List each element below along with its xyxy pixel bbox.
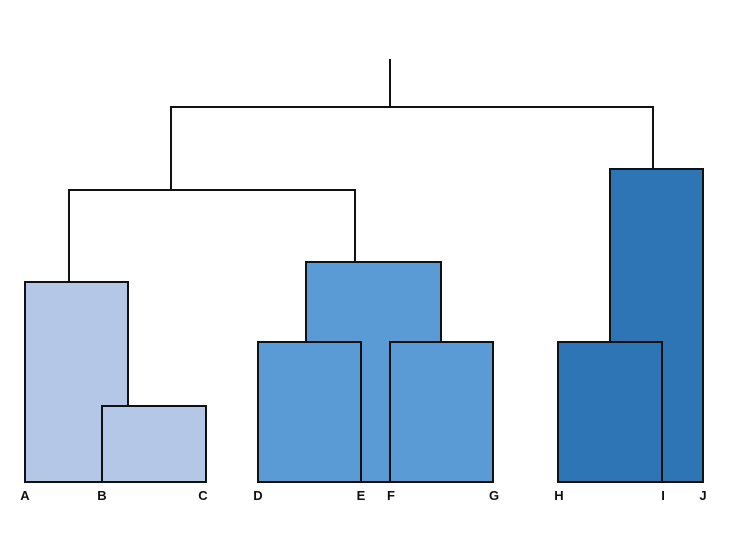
cluster-defg xyxy=(257,261,494,483)
merge-box-b-c xyxy=(101,405,207,483)
leaf-label-e: E xyxy=(357,488,366,503)
leaf-label-i: I xyxy=(661,488,665,503)
leaf-label-f: F xyxy=(387,488,395,503)
leaf-label-b: B xyxy=(97,488,106,503)
upper-links xyxy=(68,59,654,282)
leaf-label-j: J xyxy=(699,488,706,503)
leaf-label-a: A xyxy=(20,488,30,503)
leaf-label-c: C xyxy=(198,488,208,503)
link-abc-defg xyxy=(68,189,356,282)
leaf-label-g: G xyxy=(489,488,499,503)
leaf-label-d: D xyxy=(253,488,262,503)
merge-box-d-e xyxy=(257,341,362,483)
merge-box-f-g xyxy=(389,341,494,483)
merge-box-h-i xyxy=(557,341,663,483)
leaf-label-h: H xyxy=(554,488,563,503)
cluster-hij xyxy=(557,168,704,483)
cluster-abc xyxy=(24,281,207,483)
link-root xyxy=(170,106,654,190)
leaf-labels: A B C D E F G H I J xyxy=(20,488,706,503)
